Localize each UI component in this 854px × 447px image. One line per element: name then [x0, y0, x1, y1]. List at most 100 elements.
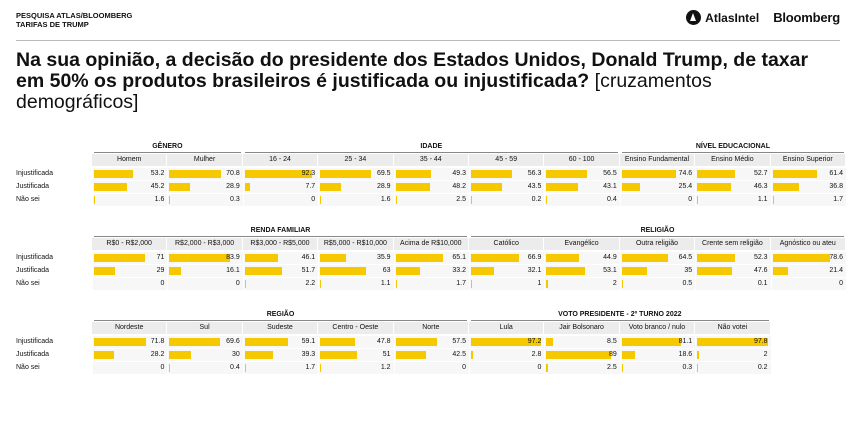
subtitle-text: [cruzamentos demográficos] [16, 70, 712, 113]
logos: AtlasIntel Bloomberg [686, 10, 840, 25]
value-label: 2.2 [305, 280, 316, 287]
value-label: 35.9 [376, 254, 391, 261]
value-bar [471, 267, 495, 275]
value-cell: 52.3 [695, 252, 771, 264]
column-header: Outra religião [619, 238, 696, 250]
value-bar [395, 351, 427, 359]
value-label: 46.1 [301, 254, 316, 261]
value-label: 1.1 [380, 280, 391, 287]
value-bar [395, 254, 443, 262]
value-label: 69.6 [226, 338, 240, 345]
value-label: 51 [382, 351, 391, 358]
group-header: VOTO PRESIDENTE - 2º TURNO 2022 [471, 309, 769, 321]
value-label: 1.6 [380, 196, 391, 203]
value-label: 0.3 [230, 196, 240, 203]
value-cell: 18.6 [619, 349, 696, 361]
value-cell: 56.3 [469, 168, 545, 180]
value-bar [244, 351, 274, 359]
value-label: 70.8 [226, 170, 240, 177]
value-cell: 2.5 [544, 362, 620, 374]
value-label: 36.8 [829, 183, 843, 190]
value-label: 29 [156, 267, 165, 274]
row-label: Justificada [16, 351, 50, 358]
value-bar [395, 170, 432, 178]
column-header: Jair Bolsonaro [544, 322, 620, 334]
value-label: 45.2 [150, 183, 165, 190]
question-text: Na sua opinião, a decisão do presidente … [16, 49, 809, 92]
value-cell: 83.9 [167, 252, 243, 264]
value-label: 2 [763, 351, 768, 358]
value-label: 16.1 [226, 267, 240, 274]
value-label: 7.7 [305, 183, 316, 190]
value-cell: 0 [469, 362, 545, 374]
value-bar [471, 183, 503, 191]
value-cell: 2.8 [469, 349, 545, 361]
value-label: 64.5 [678, 254, 693, 261]
value-cell: 0.1 [695, 278, 771, 290]
value-cell: 78.6 [770, 252, 846, 264]
value-label: 0.5 [682, 280, 693, 287]
value-cell: 35 [619, 265, 696, 277]
value-label: 0 [839, 280, 843, 287]
value-label: 81.1 [678, 338, 693, 345]
column-header: Sudeste [242, 322, 319, 334]
value-cell: 46.1 [242, 252, 319, 264]
value-bar [546, 364, 549, 372]
row-label: Não sei [16, 364, 40, 371]
row-label: Não sei [16, 280, 40, 287]
value-cell: 42.5 [393, 349, 469, 361]
value-cell: 25.4 [619, 181, 696, 193]
value-cell: 53.2 [92, 168, 168, 180]
value-cell: 1.1 [695, 194, 771, 206]
value-cell: 21.4 [770, 265, 846, 277]
value-cell: 70.8 [167, 168, 243, 180]
value-cell: 56.5 [544, 168, 620, 180]
source-line-2: TARIFAS DE TRUMP [16, 20, 89, 29]
value-label: 0.4 [230, 364, 240, 371]
value-bar [546, 183, 578, 191]
value-label: 2 [612, 280, 617, 287]
value-label: 43.1 [603, 183, 617, 190]
value-cell: 0.5 [619, 278, 696, 290]
value-bar [169, 254, 231, 262]
group-header: RELIGIÃO [471, 225, 844, 237]
value-cell: 8.5 [544, 336, 620, 348]
value-bar [772, 196, 774, 204]
atlasintel-mark-icon [686, 10, 702, 25]
value-label: 8.5 [607, 338, 617, 345]
value-cell: 61.4 [770, 168, 846, 180]
value-bar [94, 196, 96, 204]
value-bar [395, 196, 398, 204]
value-bar [395, 338, 438, 346]
value-label: 2.5 [456, 196, 466, 203]
value-cell: 2.5 [393, 194, 469, 206]
value-bar [621, 351, 636, 359]
value-label: 89 [608, 351, 617, 358]
bloomberg-logo: Bloomberg [773, 10, 840, 25]
value-label: 47.6 [753, 267, 768, 274]
value-label: 49.3 [452, 170, 466, 177]
value-bar [471, 254, 520, 262]
value-bar [320, 267, 366, 275]
column-header: R$5,000 - R$10,000 [318, 238, 394, 250]
value-bar [94, 170, 133, 178]
value-bar [320, 338, 355, 346]
column-header: Crente sem religião [695, 238, 771, 250]
value-bar [395, 280, 397, 288]
column-header: 60 - 100 [544, 154, 620, 166]
row-label: Justificada [16, 183, 50, 190]
value-cell: 63 [318, 265, 394, 277]
value-cell: 16.1 [167, 265, 243, 277]
column-header: Ensino Médio [695, 154, 771, 166]
value-cell: 59.1 [242, 336, 319, 348]
value-label: 1.7 [456, 280, 466, 287]
value-bar [320, 280, 321, 288]
column-header: Homem [92, 154, 168, 166]
value-label: 53.1 [603, 267, 617, 274]
value-label: 52.3 [753, 254, 768, 261]
column-header: Norte [393, 322, 469, 334]
value-cell: 1.1 [318, 278, 394, 290]
value-cell: 47.6 [695, 265, 771, 277]
value-label: 1.7 [305, 364, 316, 371]
value-bar [546, 338, 553, 346]
